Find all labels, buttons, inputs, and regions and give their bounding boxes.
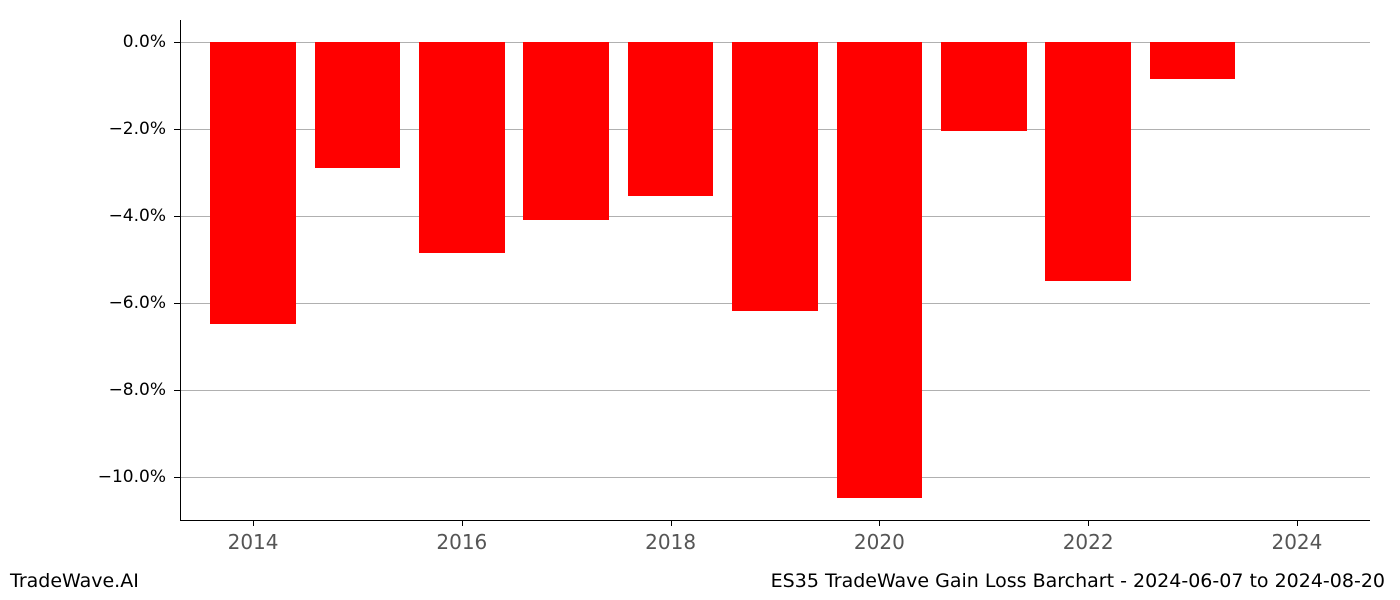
xtick-label: 2022 bbox=[1063, 530, 1114, 554]
xtick-label: 2020 bbox=[854, 530, 905, 554]
chart-figure: 0.0% −2.0% −4.0% −6.0% −8.0% −10.0% 2014 2016 20… bbox=[0, 0, 1400, 600]
ytick-label: −2.0% bbox=[109, 119, 166, 139]
ytick-label: −8.0% bbox=[109, 380, 166, 400]
ytick-label: −10.0% bbox=[98, 467, 166, 487]
bar bbox=[628, 42, 714, 196]
bar bbox=[1045, 42, 1131, 281]
bar bbox=[419, 42, 505, 253]
footer-right-caption: ES35 TradeWave Gain Loss Barchart - 2024… bbox=[771, 570, 1385, 592]
bar bbox=[732, 42, 818, 312]
ytick-label: −4.0% bbox=[109, 206, 166, 226]
ytick-label: 0.0% bbox=[123, 32, 166, 52]
bar bbox=[523, 42, 609, 220]
xtick-label: 2014 bbox=[228, 530, 279, 554]
axis-spine-left bbox=[180, 20, 181, 520]
bar bbox=[837, 42, 923, 499]
plot-area: 0.0%−2.0%−4.0%−6.0%−8.0%−10.0%2014201620… bbox=[180, 20, 1370, 520]
bar bbox=[1150, 42, 1236, 79]
bar bbox=[210, 42, 296, 325]
xtick-label: 2018 bbox=[645, 530, 696, 554]
axis-spine-bottom bbox=[180, 520, 1370, 521]
footer-left-text: TradeWave.AI bbox=[10, 570, 139, 592]
bar bbox=[315, 42, 401, 168]
xtick-label: 2016 bbox=[436, 530, 487, 554]
gridline bbox=[180, 477, 1370, 478]
xtick-label: 2024 bbox=[1271, 530, 1322, 554]
ytick-label: −6.0% bbox=[109, 293, 166, 313]
gridline bbox=[180, 390, 1370, 391]
bar bbox=[941, 42, 1027, 131]
